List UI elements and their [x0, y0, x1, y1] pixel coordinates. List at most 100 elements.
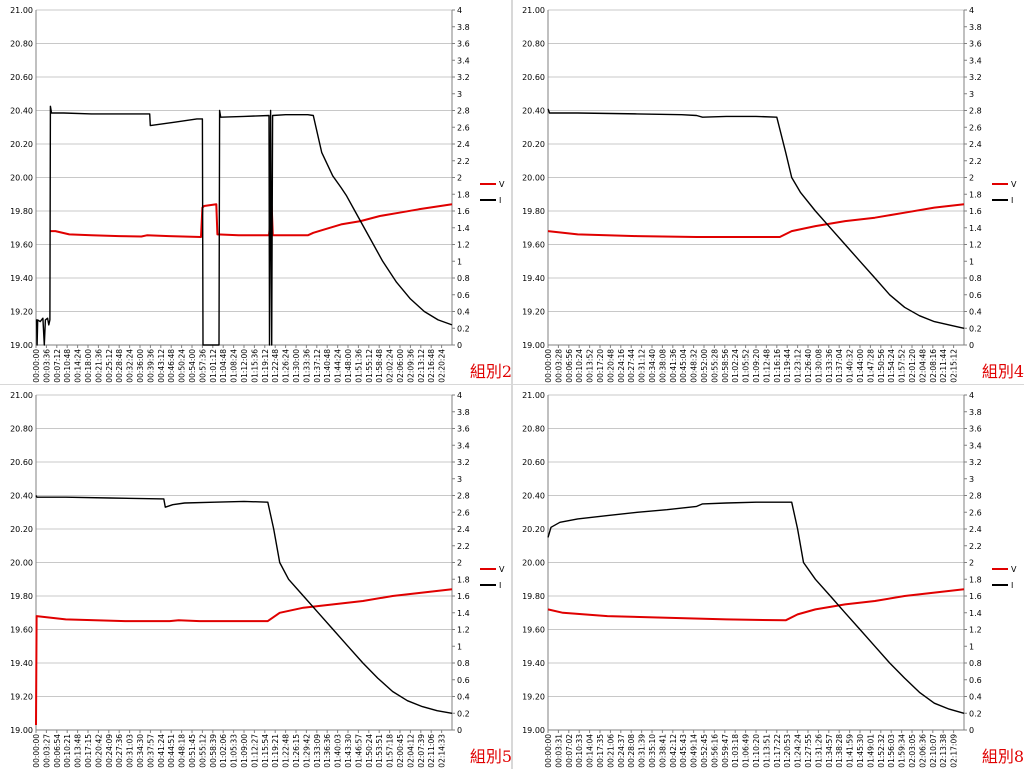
x-tick-label: 00:37:57 [146, 734, 155, 768]
x-tick-label: 01:12:48 [762, 349, 771, 383]
y2-tick-label: 2 [969, 174, 974, 183]
x-tick-label: 01:47:28 [866, 349, 875, 383]
x-tick-label: 01:33:36 [302, 349, 311, 383]
chart-panel-group-8: 19.00 19.20 19.40 19.60 19.80 20.00 20.20 20.40… [512, 385, 1024, 769]
x-tick-label: 00:06:56 [565, 349, 574, 383]
panel-divider-horizontal [0, 384, 1024, 385]
y2-tick-label: 1.8 [457, 190, 470, 199]
y2-tick-label: 0.6 [457, 676, 470, 685]
x-tick-label: 01:59:34 [898, 734, 907, 768]
chart-svg: 19.0019.2019.4019.6019.8020.0020.2020.40… [10, 391, 505, 768]
x-tick-label: 01:46:57 [354, 734, 363, 768]
y2-tick-label: 2 [457, 559, 462, 568]
x-tick-label: 00:13:52 [586, 349, 595, 383]
y2-tick-label: 2.8 [969, 107, 982, 116]
x-tick-label: 01:16:16 [773, 349, 782, 383]
chart-panel-group-4: 19.00 19.20 19.40 19.60 19.80 20.00 20.20 20.40… [512, 0, 1024, 384]
y2-tick-label: 0.6 [969, 291, 982, 300]
x-tick-label: 00:59:47 [721, 734, 730, 768]
x-tick-label: 01:13:51 [762, 734, 771, 768]
x-tick-label: 00:35:10 [648, 734, 657, 768]
x-tick-label: 00:55:12 [198, 734, 207, 768]
x-tick-label: 01:36:36 [323, 734, 332, 768]
x-tick-label: 00:03:28 [554, 349, 563, 383]
y2-tick-label: 1.4 [457, 609, 470, 618]
x-tick-label: 02:20:24 [438, 349, 447, 383]
x-tick-label: 01:43:30 [344, 734, 353, 768]
y2-tick-label: 3.4 [969, 441, 982, 450]
x-tick-label: 00:20:48 [606, 349, 615, 383]
y2-tick-label: 3 [457, 90, 462, 99]
y2-tick-label: 3.6 [969, 425, 982, 434]
x-tick-label: 00:17:20 [596, 349, 605, 383]
x-tick-label: 00:03:31 [554, 734, 563, 768]
y-tick-label: 19.20 [10, 693, 33, 702]
x-tick-label: 01:51:36 [354, 349, 363, 383]
x-tick-label: 00:17:15 [84, 734, 93, 768]
x-tick-label: 01:37:12 [313, 349, 322, 383]
x-tick-label: 00:58:56 [721, 349, 730, 383]
y2-tick-label: 1.8 [969, 575, 982, 584]
x-tick-label: 02:00:45 [396, 734, 405, 768]
y2-tick-label: 1.2 [457, 241, 470, 250]
y-tick-label: 19.00 [10, 726, 33, 735]
legend-label: I [499, 196, 501, 205]
x-tick-label: 01:37:04 [835, 349, 844, 383]
y2-tick-label: 2.2 [457, 542, 470, 551]
x-tick-label: 00:57:36 [198, 349, 207, 383]
y-tick-label: 20.40 [10, 107, 33, 116]
y-tick-label: 19.00 [522, 726, 545, 735]
y2-tick-label: 3.2 [969, 458, 982, 467]
y-tick-label: 20.20 [522, 525, 545, 534]
x-tick-label: 00:41:36 [669, 349, 678, 383]
x-tick-label: 00:07:02 [565, 734, 574, 768]
y2-tick-label: 3 [457, 475, 462, 484]
y-tick-label: 20.80 [522, 425, 545, 434]
x-tick-label: 00:00:00 [544, 349, 553, 383]
y2-tick-label: 3.4 [969, 56, 982, 65]
legend-label: V [499, 180, 505, 189]
y-tick-label: 20.20 [10, 140, 33, 149]
y2-tick-label: 1.2 [969, 626, 982, 635]
series-line-i [35, 105, 453, 346]
x-tick-label: 00:28:08 [627, 734, 636, 768]
x-tick-label: 01:01:12 [209, 349, 218, 383]
y-tick-label: 19.60 [522, 241, 545, 250]
x-tick-label: 00:51:45 [188, 734, 197, 768]
y2-tick-label: 3.8 [457, 408, 470, 417]
y2-tick-label: 3.8 [457, 23, 470, 32]
y2-tick-label: 3.8 [969, 408, 982, 417]
y-tick-label: 19.80 [522, 207, 545, 216]
y2-tick-label: 1.6 [969, 207, 982, 216]
x-tick-label: 00:36:00 [136, 349, 145, 383]
y2-tick-label: 1 [969, 257, 974, 266]
y-tick-label: 20.60 [10, 73, 33, 82]
y2-tick-label: 1.6 [969, 592, 982, 601]
y-tick-label: 19.20 [522, 308, 545, 317]
y2-tick-label: 2.2 [457, 157, 470, 166]
y2-tick-label: 2.8 [969, 492, 982, 501]
y-tick-label: 20.00 [10, 559, 33, 568]
x-tick-label: 00:10:33 [575, 734, 584, 768]
x-tick-label: 00:55:28 [710, 349, 719, 383]
x-tick-label: 01:05:33 [230, 734, 239, 768]
x-tick-label: 00:34:40 [648, 349, 657, 383]
y-tick-label: 19.00 [522, 341, 545, 350]
x-tick-label: 01:52:32 [877, 734, 886, 768]
x-tick-label: 01:49:01 [866, 734, 875, 768]
x-tick-label: 01:06:49 [742, 734, 751, 768]
x-tick-label: 01:45:30 [856, 734, 865, 768]
x-tick-label: 01:44:00 [856, 349, 865, 383]
x-tick-label: 01:09:00 [240, 734, 249, 768]
x-tick-label: 01:02:06 [219, 734, 228, 768]
x-tick-label: 02:14:33 [438, 734, 447, 768]
x-tick-label: 02:11:44 [939, 349, 948, 383]
y2-tick-label: 2.8 [457, 107, 470, 116]
y2-tick-label: 0.4 [969, 308, 982, 317]
x-tick-label: 00:38:41 [658, 734, 667, 768]
y2-tick-label: 0.8 [969, 659, 982, 668]
chart-svg: 19.0019.2019.4019.6019.8020.0020.2020.40… [522, 6, 1017, 383]
x-tick-label: 00:18:00 [84, 349, 93, 383]
x-tick-label: 01:41:59 [846, 734, 855, 768]
x-tick-label: 02:09:36 [406, 349, 415, 383]
